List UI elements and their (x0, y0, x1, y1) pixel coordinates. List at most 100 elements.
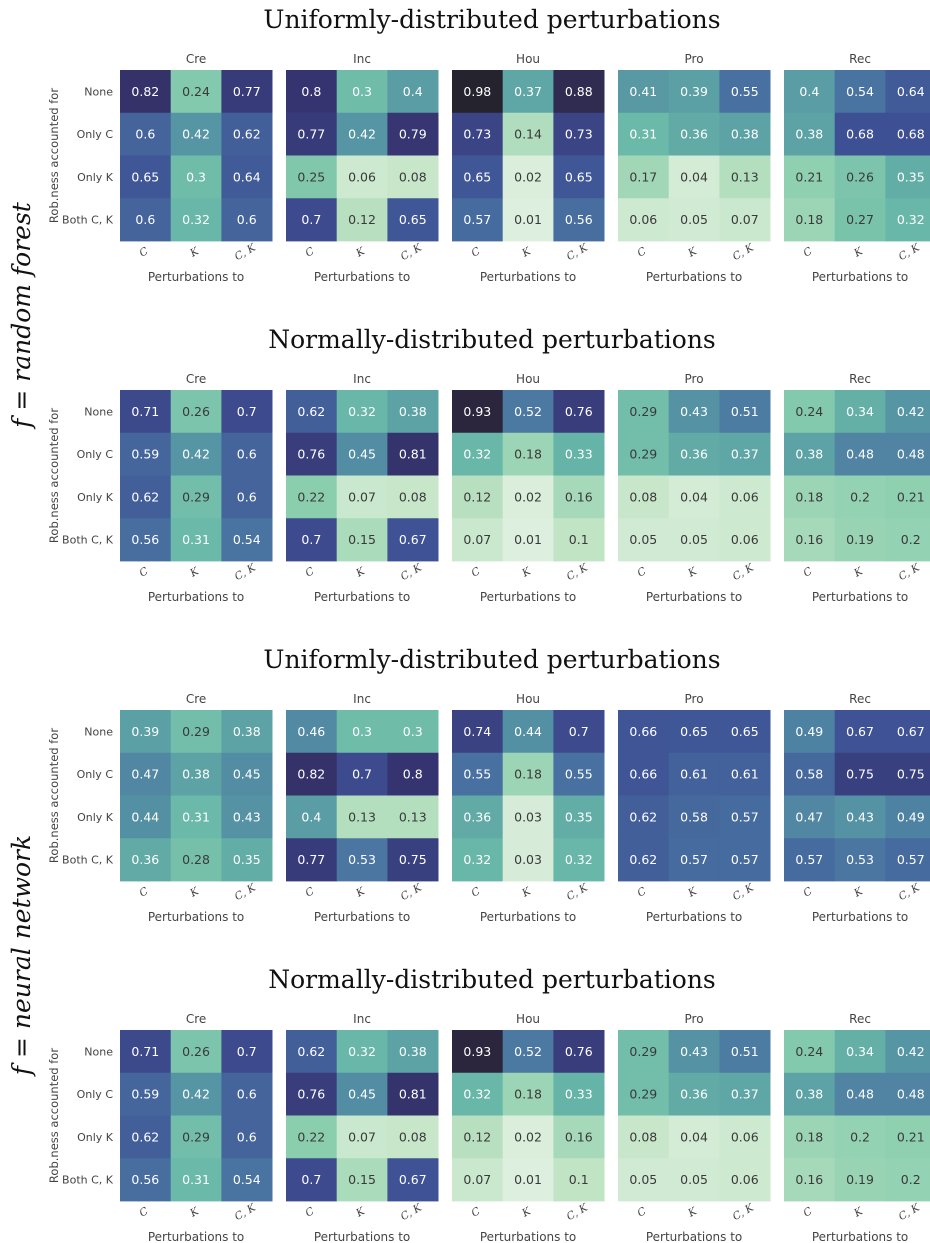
panel-title: Pro (685, 372, 704, 386)
column-tick-label: K (519, 245, 534, 260)
column-tick-label: C (801, 565, 814, 579)
heatmap-cell (553, 390, 605, 434)
panel-title: Rec (849, 372, 871, 386)
heatmap-panel-pro: Pro 0.41 0.39 0.55 0.31 0.36 0.38 0.17 0.04 0.13 0… (618, 52, 771, 284)
heatmap-cell (336, 518, 388, 562)
row-tick-label: None (84, 725, 113, 738)
cell-value-label: 0.33 (565, 1087, 593, 1102)
heatmap-cell (834, 432, 886, 476)
heatmap-cell (784, 70, 836, 114)
heatmap-cell (885, 752, 930, 796)
heatmap-cell (885, 198, 930, 242)
cell-value-label: 0.73 (565, 127, 593, 142)
heatmap-cell (336, 112, 388, 156)
cell-value-label: 0.08 (399, 489, 427, 504)
column-tick-label: K (685, 565, 700, 580)
heatmap-cell (170, 518, 222, 562)
heatmap-cell (668, 198, 720, 242)
heatmap-cell (336, 1030, 388, 1074)
cell-value-label: 0.61 (731, 767, 759, 782)
heatmap-cell (387, 795, 439, 839)
heatmap-cell (286, 390, 338, 434)
cell-value-label: 0.01 (514, 212, 542, 227)
x-axis-label: Perturbations to (480, 590, 576, 604)
cell-value-label: 0.54 (233, 1172, 261, 1187)
cell-value-label: 0.16 (565, 1129, 593, 1144)
cell-value-label: 0.6 (135, 127, 155, 142)
x-axis-label: Perturbations to (812, 910, 908, 924)
cell-value-label: 0.88 (565, 84, 593, 99)
cell-value-label: 0.57 (897, 852, 925, 867)
cell-value-label: 0.15 (348, 1172, 376, 1187)
heatmap-cell (885, 710, 930, 754)
cell-value-label: 0.18 (795, 1129, 823, 1144)
heatmap-cell (387, 112, 439, 156)
cell-value-label: 0.22 (297, 1129, 325, 1144)
heatmap-cell (336, 795, 388, 839)
heatmap-cell (286, 475, 338, 519)
row-tick-label: Only C (77, 768, 114, 781)
heatmap-cell (120, 432, 172, 476)
heatmap-cell (286, 710, 338, 754)
cell-value-label: 0.04 (680, 169, 708, 184)
column-tick-label: K (851, 245, 866, 260)
cell-value-label: 0.65 (399, 212, 427, 227)
cell-value-label: 0.44 (131, 809, 159, 824)
heatmap-cell (784, 752, 836, 796)
cell-value-label: 0.67 (846, 724, 874, 739)
heatmap-cell (336, 710, 388, 754)
heatmap-cell (170, 838, 222, 882)
heatmap-cell (618, 1030, 670, 1074)
heatmap-cell (387, 155, 439, 199)
column-tick-label: C, K (399, 1201, 425, 1223)
cell-value-label: 0.04 (680, 1129, 708, 1144)
y-axis-label: Rob.ness accounted for (47, 408, 61, 543)
heatmap-cell (885, 1072, 930, 1116)
heatmap-panel-pro: Pro 0.29 0.43 0.51 0.29 0.36 0.37 0.08 0.04 0.06 0… (618, 1012, 771, 1243)
cell-value-label: 0.02 (514, 1129, 542, 1144)
cell-value-label: 0.62 (629, 852, 657, 867)
heatmap-cell (286, 432, 338, 476)
cell-value-label: 0.05 (680, 1172, 708, 1187)
heatmap-panel-inc: Inc 0.62 0.32 0.38 0.76 0.45 0.81 0.22 0.07 0.08 0… (286, 372, 439, 604)
heatmap-cell (784, 198, 836, 242)
cell-value-label: 0.56 (131, 532, 159, 547)
cell-value-label: 0.38 (795, 1087, 823, 1102)
cell-value-label: 0.36 (680, 127, 708, 142)
heatmap-panel-rec: Rec 0.24 0.34 0.42 0.38 0.48 0.48 0.18 0.2 0.21 0.… (784, 1012, 930, 1243)
column-tick-label: C, K (233, 241, 259, 263)
heatmap-cell (336, 475, 388, 519)
column-tick-label: K (187, 565, 202, 580)
cell-value-label: 0.16 (565, 489, 593, 504)
cell-value-label: 0.55 (463, 767, 491, 782)
cell-value-label: 0.82 (131, 84, 159, 99)
cell-value-label: 0.34 (846, 1044, 874, 1059)
cell-value-label: 0.31 (182, 532, 210, 547)
cell-value-label: 0.4 (799, 84, 819, 99)
column-tick-label: C (469, 885, 482, 899)
cell-value-label: 0.53 (846, 852, 874, 867)
heatmap-cell (553, 198, 605, 242)
x-axis-label: Perturbations to (812, 270, 908, 284)
cell-value-label: 0.38 (233, 724, 261, 739)
column-tick-label: C (801, 1205, 814, 1219)
cell-value-label: 0.29 (629, 447, 657, 462)
heatmap-cell (719, 155, 771, 199)
heatmap-cell (170, 70, 222, 114)
cell-value-label: 0.29 (629, 1087, 657, 1102)
side-label-neural-network: f = neural network (7, 835, 36, 1077)
heatmap-cell (387, 1030, 439, 1074)
cell-value-label: 0.44 (514, 724, 542, 739)
column-tick-label: C, K (731, 561, 757, 583)
heatmap-cell (221, 70, 273, 114)
cell-value-label: 0.06 (629, 212, 657, 227)
heatmap-cell (452, 518, 504, 562)
column-tick-label: C, K (565, 1201, 591, 1223)
cell-value-label: 0.06 (731, 1172, 759, 1187)
cell-value-label: 0.48 (897, 1087, 925, 1102)
heatmap-cell (502, 752, 554, 796)
heatmap-cell (286, 155, 338, 199)
cell-value-label: 0.35 (897, 169, 925, 184)
cell-value-label: 0.7 (301, 532, 321, 547)
heatmap-panel-hou: Hou 0.93 0.52 0.76 0.32 0.18 0.33 0.12 0.02 0.16 0… (452, 1012, 605, 1243)
